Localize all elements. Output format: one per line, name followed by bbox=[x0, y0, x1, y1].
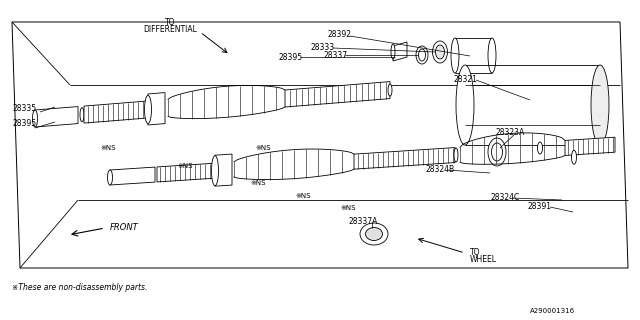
Text: 28337A: 28337A bbox=[348, 217, 378, 226]
Polygon shape bbox=[565, 137, 615, 156]
Text: FRONT: FRONT bbox=[110, 223, 139, 232]
Text: DIFFERENTIAL: DIFFERENTIAL bbox=[143, 25, 197, 34]
Polygon shape bbox=[354, 148, 455, 169]
Ellipse shape bbox=[572, 150, 577, 164]
Text: 28324B: 28324B bbox=[425, 165, 454, 174]
Polygon shape bbox=[110, 167, 155, 185]
Text: 28333: 28333 bbox=[310, 43, 334, 52]
Text: ※NS: ※NS bbox=[295, 193, 310, 199]
Ellipse shape bbox=[435, 45, 445, 59]
Ellipse shape bbox=[454, 148, 458, 162]
Text: 28395: 28395 bbox=[278, 53, 302, 62]
Ellipse shape bbox=[388, 84, 392, 96]
Text: 28337: 28337 bbox=[323, 51, 347, 60]
Text: TO: TO bbox=[164, 18, 175, 27]
Text: 28335: 28335 bbox=[12, 104, 36, 113]
Ellipse shape bbox=[416, 46, 428, 64]
Text: 28323A: 28323A bbox=[495, 128, 524, 137]
Text: TO: TO bbox=[470, 248, 481, 257]
Ellipse shape bbox=[360, 223, 388, 245]
Text: ※NS: ※NS bbox=[177, 163, 193, 169]
Text: 28321: 28321 bbox=[453, 75, 477, 84]
Text: 28395: 28395 bbox=[12, 119, 36, 128]
Text: ※These are non-disassembly parts.: ※These are non-disassembly parts. bbox=[12, 283, 147, 292]
Ellipse shape bbox=[488, 138, 506, 166]
Ellipse shape bbox=[538, 142, 543, 154]
Text: ※NS: ※NS bbox=[250, 180, 266, 186]
Ellipse shape bbox=[211, 156, 218, 186]
Text: WHEEL: WHEEL bbox=[470, 255, 497, 264]
Polygon shape bbox=[215, 154, 232, 186]
Polygon shape bbox=[285, 82, 390, 107]
Ellipse shape bbox=[365, 228, 383, 241]
Ellipse shape bbox=[80, 108, 84, 122]
Ellipse shape bbox=[488, 38, 496, 73]
Ellipse shape bbox=[419, 49, 426, 61]
Ellipse shape bbox=[391, 44, 395, 59]
Ellipse shape bbox=[33, 110, 38, 127]
Polygon shape bbox=[157, 163, 215, 182]
Polygon shape bbox=[12, 22, 628, 268]
Text: 28324C: 28324C bbox=[490, 193, 519, 202]
Ellipse shape bbox=[456, 65, 474, 145]
Polygon shape bbox=[84, 101, 148, 123]
Ellipse shape bbox=[433, 41, 447, 63]
Text: ※NS: ※NS bbox=[340, 205, 355, 211]
Text: 28392: 28392 bbox=[327, 30, 351, 39]
Text: ※NS: ※NS bbox=[255, 145, 271, 151]
Ellipse shape bbox=[108, 170, 113, 185]
Ellipse shape bbox=[145, 95, 152, 124]
Polygon shape bbox=[35, 107, 78, 127]
Ellipse shape bbox=[492, 143, 502, 161]
Ellipse shape bbox=[591, 65, 609, 145]
Text: 28391: 28391 bbox=[528, 202, 552, 211]
Polygon shape bbox=[393, 42, 407, 61]
Text: A290001316: A290001316 bbox=[530, 308, 575, 314]
Ellipse shape bbox=[451, 38, 459, 73]
Polygon shape bbox=[148, 92, 165, 125]
Text: ※NS: ※NS bbox=[100, 145, 115, 151]
